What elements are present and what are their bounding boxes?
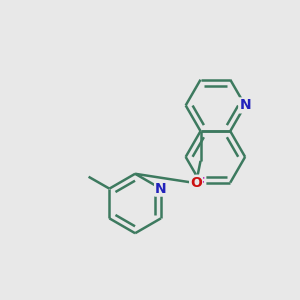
Text: O: O <box>190 176 202 190</box>
Text: N: N <box>155 182 167 196</box>
Text: N: N <box>239 98 251 112</box>
Text: F: F <box>196 176 205 190</box>
